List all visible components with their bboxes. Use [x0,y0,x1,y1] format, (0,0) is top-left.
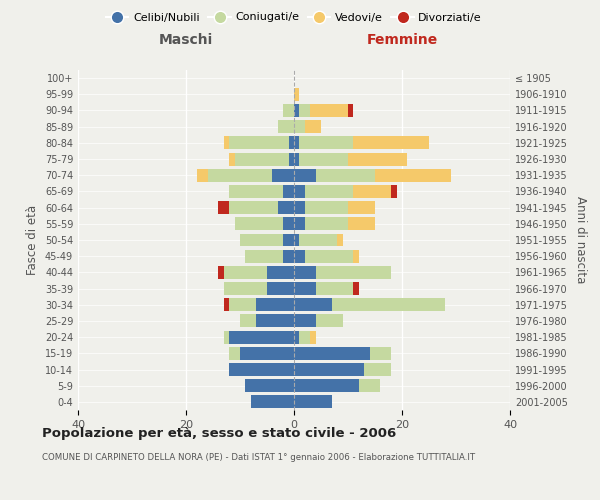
Bar [245,379,294,392]
Bar [224,330,229,344]
Bar [294,363,364,376]
Bar [197,169,208,181]
Bar [294,218,305,230]
Bar [294,347,370,360]
Bar [353,282,359,295]
Bar [294,266,316,279]
Bar [283,104,294,117]
Bar [299,330,310,344]
Bar [310,104,348,117]
Bar [289,152,294,166]
Bar [229,363,294,376]
Text: Maschi: Maschi [159,34,213,48]
Legend: Celibi/Nubili, Coniugati/e, Vedovi/e, Divorziati/e: Celibi/Nubili, Coniugati/e, Vedovi/e, Di… [102,8,486,27]
Bar [229,298,256,311]
Bar [353,250,359,262]
Bar [283,234,294,246]
Bar [283,185,294,198]
Bar [359,379,380,392]
Bar [272,169,294,181]
Bar [294,379,359,392]
Bar [294,396,332,408]
Bar [235,218,283,230]
Bar [348,201,375,214]
Bar [299,152,348,166]
Bar [294,330,299,344]
Bar [294,201,305,214]
Bar [294,250,305,262]
Bar [283,218,294,230]
Bar [224,136,229,149]
Bar [305,201,348,214]
Bar [299,234,337,246]
Bar [289,136,294,149]
Bar [337,234,343,246]
Bar [375,169,451,181]
Text: COMUNE DI CARPINETO DELLA NORA (PE) - Dati ISTAT 1° gennaio 2006 - Elaborazione : COMUNE DI CARPINETO DELLA NORA (PE) - Da… [42,452,475,462]
Text: Popolazione per età, sesso e stato civile - 2006: Popolazione per età, sesso e stato civil… [42,428,396,440]
Bar [353,136,429,149]
Bar [316,314,343,328]
Bar [256,298,294,311]
Bar [218,201,229,214]
Bar [299,104,310,117]
Bar [294,234,299,246]
Bar [267,282,294,295]
Bar [348,104,353,117]
Bar [256,314,294,328]
Bar [310,330,316,344]
Bar [294,185,305,198]
Bar [348,152,407,166]
Bar [229,330,294,344]
Bar [229,185,283,198]
Bar [229,152,235,166]
Bar [294,88,299,101]
Bar [316,266,391,279]
Bar [267,266,294,279]
Bar [240,234,283,246]
Bar [235,152,289,166]
Bar [294,104,299,117]
Bar [240,314,256,328]
Bar [224,266,267,279]
Bar [348,218,375,230]
Y-axis label: Fasce di età: Fasce di età [26,205,39,275]
Bar [294,136,299,149]
Bar [305,120,321,133]
Bar [294,298,332,311]
Bar [229,201,278,214]
Bar [294,120,305,133]
Bar [240,347,294,360]
Bar [294,169,316,181]
Bar [278,201,294,214]
Text: Femmine: Femmine [367,34,437,48]
Bar [294,282,316,295]
Bar [245,250,283,262]
Bar [229,136,289,149]
Bar [364,363,391,376]
Bar [391,185,397,198]
Bar [370,347,391,360]
Bar [278,120,294,133]
Bar [229,347,240,360]
Bar [218,266,224,279]
Bar [294,152,299,166]
Bar [316,282,353,295]
Bar [251,396,294,408]
Bar [294,314,316,328]
Bar [208,169,272,181]
Y-axis label: Anni di nascita: Anni di nascita [574,196,587,284]
Bar [353,185,391,198]
Bar [316,169,375,181]
Bar [305,218,348,230]
Bar [224,298,229,311]
Bar [332,298,445,311]
Bar [299,136,353,149]
Bar [224,282,267,295]
Bar [305,250,353,262]
Bar [283,250,294,262]
Bar [305,185,353,198]
